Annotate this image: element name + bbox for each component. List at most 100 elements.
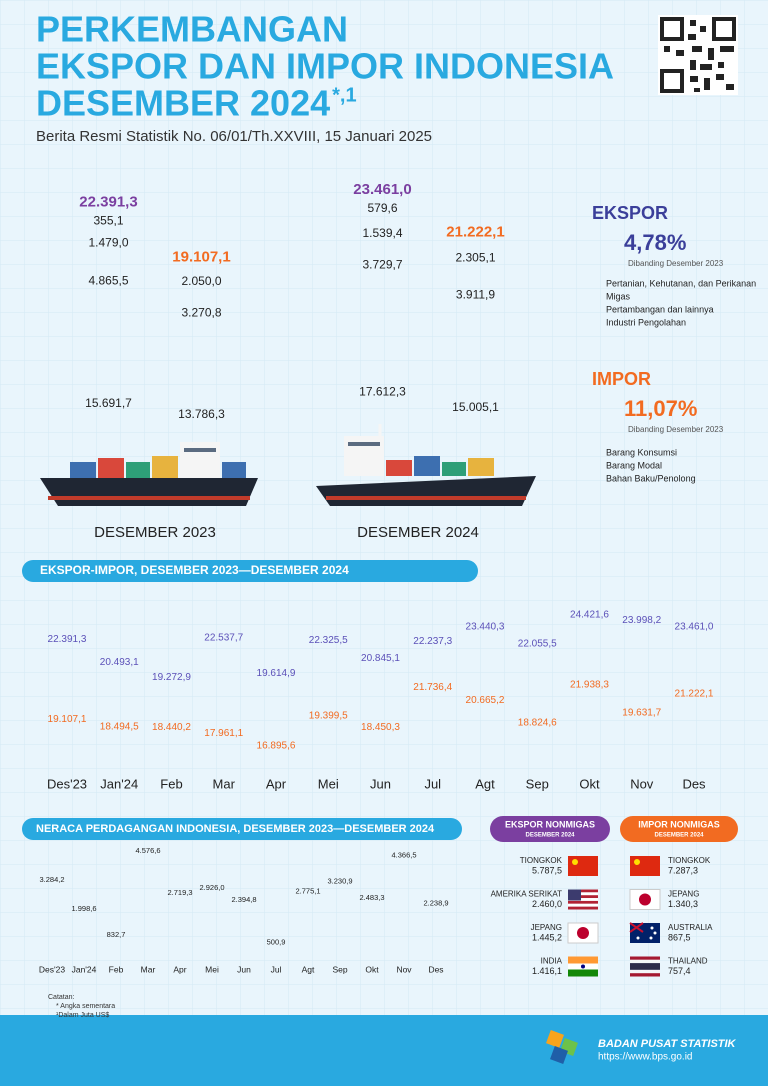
data-label: 20.493,1 — [100, 657, 139, 668]
title-mark: *,1 — [332, 84, 356, 106]
data-label: 24.421,6 — [570, 610, 609, 621]
flag-part — [630, 973, 660, 977]
country-value: 757,4 — [668, 966, 691, 976]
data-label: 17.961,1 — [204, 728, 243, 739]
segment-label: 2.305,1 — [455, 250, 495, 264]
group-name: IMPOR — [592, 369, 651, 389]
flag — [568, 956, 598, 977]
segment-label: 355,1 — [93, 214, 123, 228]
section-title: NERACA PERDAGANGAN INDONESIA, DESEMBER 2… — [36, 823, 435, 835]
country-value: 867,5 — [668, 932, 691, 942]
x-tick-label: Agt — [302, 964, 315, 974]
total-label: 22.391,3 — [79, 194, 137, 211]
x-tick-label: Apr — [266, 776, 287, 791]
change-note: Dibanding Desember 2023 — [628, 259, 724, 268]
ship — [40, 442, 258, 506]
segment-label: 1.479,0 — [88, 236, 128, 250]
flag-part — [568, 889, 581, 901]
pill-subtitle: DESEMBER 2024 — [654, 833, 704, 839]
segment-label: 17.612,3 — [359, 384, 406, 398]
data-label: 19.399,5 — [309, 710, 348, 721]
country-name: THAILAND — [668, 957, 708, 966]
x-tick-label: Des'23 — [47, 776, 87, 791]
x-tick-label: Apr — [173, 964, 186, 974]
flag — [629, 889, 661, 910]
flag-part — [568, 906, 598, 910]
segment-label: 579,6 — [367, 201, 397, 215]
note-line: ¹Dalam Juta US$ — [56, 1012, 109, 1019]
flag — [568, 889, 598, 910]
flag — [568, 856, 598, 876]
country-value: 2.460,0 — [532, 899, 562, 909]
data-label: 2.926,0 — [199, 883, 224, 892]
data-label: 21.736,4 — [413, 682, 452, 693]
data-label: 3.284,2 — [39, 875, 64, 884]
flag-part — [568, 856, 598, 876]
data-label: 18.494,5 — [100, 721, 139, 732]
flag-part — [630, 959, 660, 964]
data-label: 4.366,5 — [391, 851, 416, 860]
category-label: DESEMBER 2023 — [94, 524, 216, 541]
notes-heading: Catatan: — [48, 994, 75, 1001]
change-value: 11,07% — [624, 396, 697, 421]
data-label: 2.483,3 — [359, 893, 384, 902]
x-tick-label: Jul — [271, 964, 282, 974]
flag-part — [629, 922, 644, 933]
footer-url: https://www.bps.go.id — [598, 1052, 693, 1063]
country-name: JEPANG — [531, 923, 562, 932]
x-tick-label: Mar — [141, 964, 156, 974]
country-name: TIONGKOK — [520, 856, 563, 865]
flag-part — [568, 903, 598, 907]
country-value: 1.445,2 — [532, 932, 562, 942]
data-label: 23.440,3 — [466, 622, 505, 633]
data-label: 20.665,2 — [466, 695, 505, 706]
country-value: 5.787,5 — [532, 865, 562, 875]
flag-part — [634, 859, 640, 865]
segment-label: 2.050,0 — [181, 274, 221, 288]
x-tick-label: Mei — [318, 776, 339, 791]
footer-band — [0, 1015, 768, 1086]
footer-org: BADAN PUSAT STATISTIK — [598, 1038, 737, 1050]
country-value: 1.340,3 — [668, 899, 698, 909]
x-tick-label: Mei — [205, 964, 219, 974]
data-label: 22.391,3 — [48, 634, 87, 645]
flag-part — [568, 892, 598, 896]
segment-label: 15.691,7 — [85, 396, 132, 410]
segment-label: 3.911,9 — [456, 287, 495, 301]
data-label: 22.055,5 — [518, 638, 557, 649]
total-label: 19.107,1 — [172, 249, 230, 266]
data-label: 18.440,2 — [152, 722, 191, 733]
ship — [316, 424, 536, 506]
flag-part — [568, 895, 598, 899]
data-label: 2.238,9 — [423, 899, 448, 908]
country-value: 1.416,1 — [532, 966, 562, 976]
pill-title: EKSPOR NONMIGAS — [505, 819, 595, 829]
data-label: 20.845,1 — [361, 653, 400, 664]
legend-label: Industri Pengolahan — [606, 317, 686, 327]
flag-part — [568, 900, 598, 904]
subtitle: Berita Resmi Statistik No. 06/01/Th.XXVI… — [36, 128, 432, 145]
flag-part — [630, 963, 660, 970]
data-label: 500,9 — [267, 938, 286, 947]
flag — [567, 922, 599, 944]
data-label: 2.775,1 — [295, 887, 320, 896]
data-label: 19.614,9 — [257, 668, 296, 679]
x-tick-label: Jun — [237, 964, 251, 974]
data-label: 832,7 — [107, 930, 126, 939]
x-tick-label: Sep — [526, 776, 549, 791]
x-tick-label: Agt — [475, 776, 495, 791]
flag-part — [630, 856, 660, 876]
data-label: 22.537,7 — [204, 632, 243, 643]
flag-part — [639, 893, 651, 906]
flag-part — [568, 969, 598, 977]
country-name: AMERIKA SERIKAT — [491, 890, 563, 899]
x-tick-label: Jan'24 — [100, 776, 138, 791]
data-label: 2.719,3 — [167, 888, 192, 897]
data-label: 19.107,1 — [48, 714, 87, 725]
flag-part — [572, 859, 578, 865]
x-tick-label: Nov — [630, 776, 654, 791]
data-label: 4.576,6 — [135, 846, 160, 855]
x-tick-label: Sep — [332, 964, 347, 974]
